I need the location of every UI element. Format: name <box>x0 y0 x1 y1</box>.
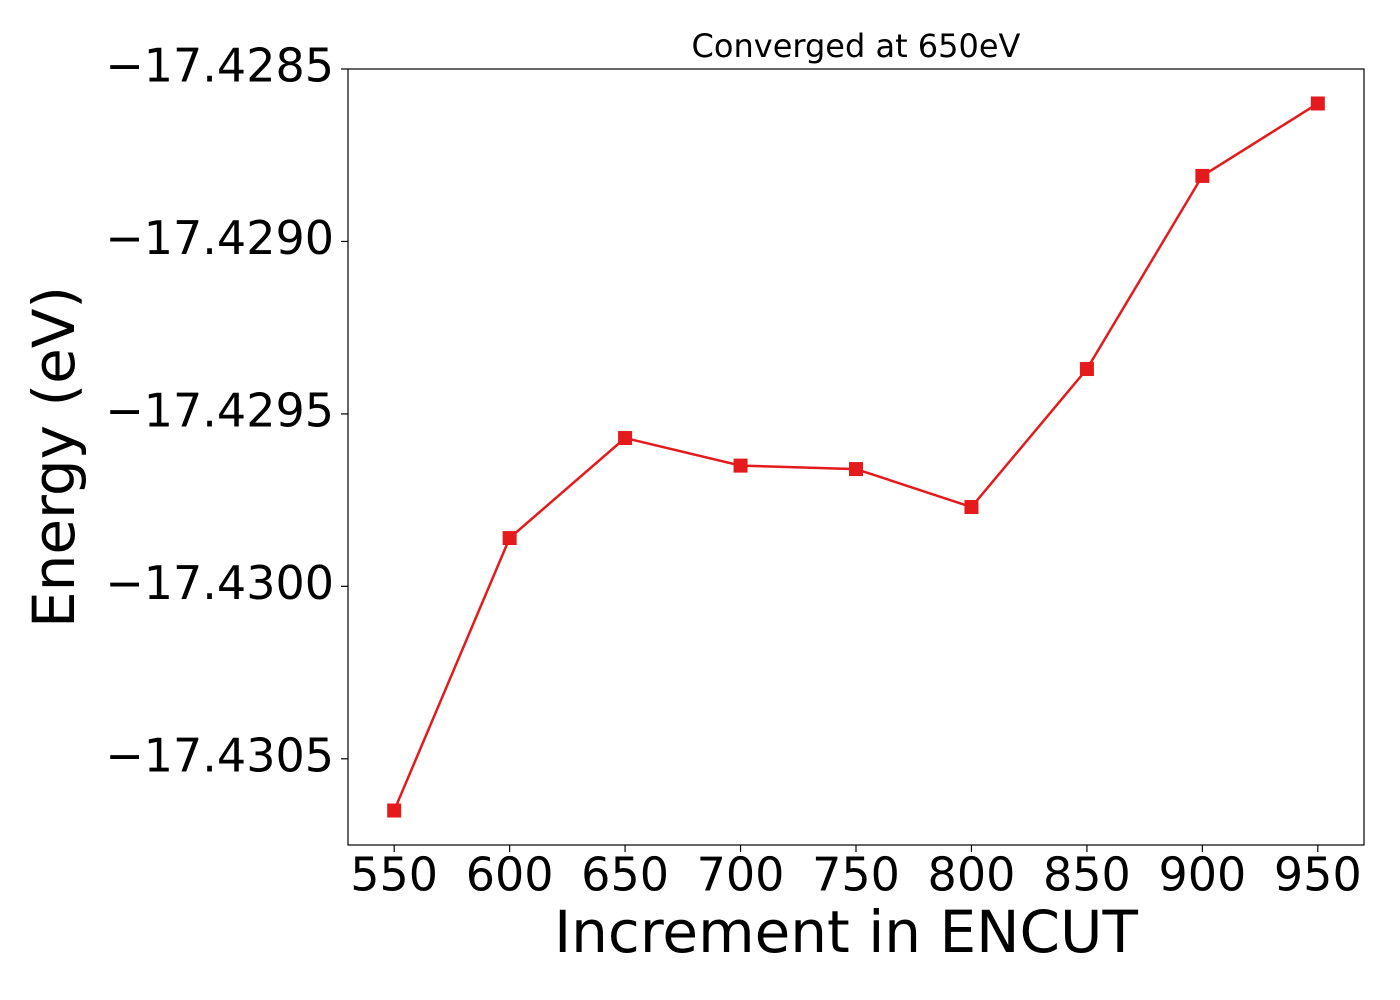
x-tick-label: 700 <box>697 848 785 902</box>
y-tick-label: −17.4305 <box>105 728 334 782</box>
x-tick-label: 950 <box>1274 848 1362 902</box>
x-tick-label: 650 <box>581 848 669 902</box>
data-point <box>1310 96 1325 111</box>
data-point <box>964 500 979 515</box>
x-tick-label: 750 <box>812 848 900 902</box>
data-point <box>502 531 517 546</box>
data-point <box>618 431 633 446</box>
y-tick-label: −17.4285 <box>105 39 334 93</box>
y-tick-label: −17.4300 <box>105 556 334 610</box>
data-point <box>733 458 748 473</box>
x-axis-label: Increment in ENCUT <box>554 898 1138 966</box>
x-tick-label: 550 <box>350 848 438 902</box>
data-point <box>387 803 402 818</box>
x-tick-label: 900 <box>1158 848 1246 902</box>
y-tick-label: −17.4295 <box>105 383 334 437</box>
chart-title: Converged at 650eV <box>692 27 1021 65</box>
x-tick-label: 800 <box>928 848 1016 902</box>
data-point <box>1195 168 1210 183</box>
y-tick-label: −17.4290 <box>105 211 334 265</box>
x-tick-label: 600 <box>466 848 554 902</box>
x-tick-label: 850 <box>1043 848 1131 902</box>
data-point <box>849 462 863 477</box>
plot-frame <box>347 68 1365 846</box>
data-point <box>1079 362 1094 377</box>
y-axis-label: Energy (eV) <box>20 286 88 628</box>
data-line <box>393 102 1319 811</box>
